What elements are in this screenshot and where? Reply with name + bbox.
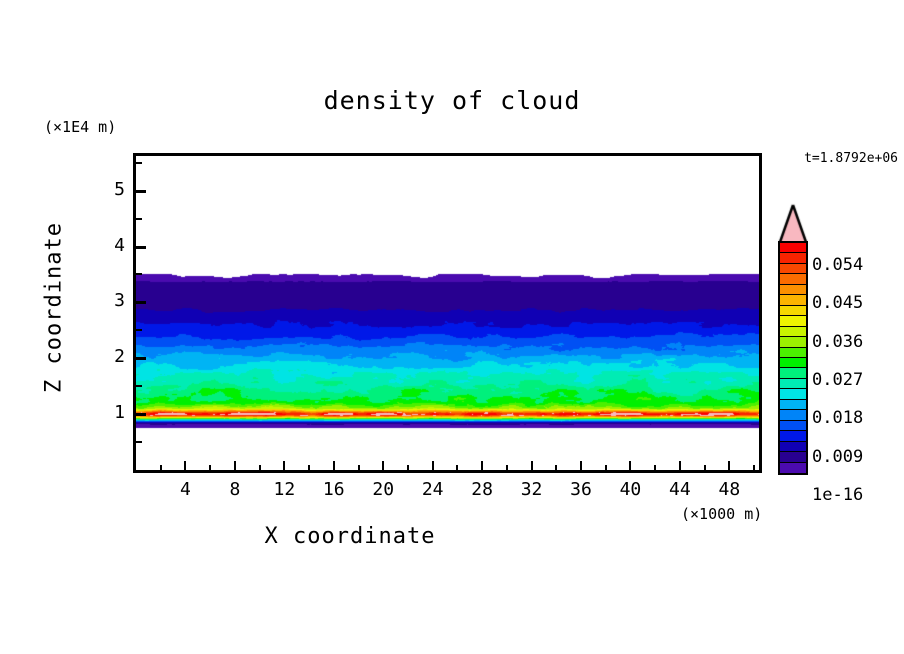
colorbar-band [780, 420, 806, 432]
y-tick-major [136, 245, 146, 249]
chart-title: density of cloud [323, 86, 581, 115]
y-tick-major [136, 413, 146, 417]
y-tick-label: 1 [114, 402, 125, 424]
colorbar-band [780, 410, 806, 421]
x-tick-label: 12 [273, 479, 296, 500]
x-tick-major [431, 461, 434, 470]
x-tick-minor [209, 465, 212, 470]
y-tick-label: 3 [114, 290, 125, 312]
colorbar-band [780, 399, 806, 411]
colorbar-band [780, 431, 806, 442]
x-tick-minor [258, 465, 261, 470]
colorbar-band [780, 243, 806, 254]
x-tick-major [283, 461, 286, 470]
colorbar-band [780, 316, 806, 327]
colorbar-band [780, 452, 806, 463]
x-tick-label: 20 [372, 479, 395, 500]
colorbar-band [780, 357, 806, 369]
colorbar-scale [778, 241, 808, 475]
colorbar-tick-label: 0.009 [812, 446, 864, 467]
x-tick-label: 28 [471, 479, 493, 500]
x-tick-major [530, 461, 533, 470]
x-tick-major [629, 461, 632, 470]
y-tick-minor [136, 217, 142, 220]
x-tick-major [233, 461, 236, 470]
y-tick-minor [136, 161, 142, 164]
x-tick-minor [753, 465, 756, 470]
x-tick-major [580, 461, 582, 470]
x-tick-label: 24 [421, 479, 444, 500]
colorbar-band [780, 441, 806, 453]
x-tick-minor [505, 465, 508, 470]
x-tick-label: 16 [322, 479, 345, 500]
x-tick-minor [159, 465, 162, 470]
colorbar-band [780, 284, 806, 296]
y-tick-minor [136, 441, 142, 444]
x-tick-major [728, 461, 731, 470]
x-tick-minor [406, 465, 409, 470]
x-tick-minor [308, 465, 311, 470]
y-tick-major [136, 189, 146, 193]
y-tick-minor [136, 329, 142, 332]
colorbar-band [780, 378, 806, 390]
y-axis-unit-label: (×1E4 m) [44, 118, 117, 136]
x-tick-major [382, 461, 385, 470]
y-tick-label: 5 [114, 178, 125, 200]
colorbar-band [780, 462, 806, 473]
x-axis-unit-label: (×1000 m) [681, 505, 763, 523]
colorbar-tick-label: 0.054 [812, 255, 864, 275]
colorbar-band [780, 263, 806, 275]
x-tick-label: 32 [520, 479, 543, 500]
x-tick-major [481, 461, 484, 470]
colorbar-band [780, 295, 806, 306]
x-tick-label: 4 [180, 479, 191, 500]
colorbar [778, 203, 808, 475]
x-tick-label: 8 [229, 479, 241, 500]
x-tick-minor [357, 465, 360, 470]
x-tick-major [678, 461, 681, 470]
x-tick-minor [604, 465, 607, 470]
x-tick-label: 36 [570, 479, 592, 500]
colorbar-tick-label: 0.027 [812, 370, 864, 390]
y-tick-label: 4 [114, 234, 125, 256]
colorbar-band [780, 305, 806, 317]
colorbar-over-arrow [778, 203, 808, 243]
colorbar-band [780, 337, 806, 348]
x-tick-minor [555, 465, 558, 470]
colorbar-band [780, 347, 806, 358]
colorbar-tick-label: 0.045 [812, 293, 864, 314]
colorbar-band [780, 253, 806, 264]
x-tick-label: 48 [718, 479, 741, 500]
time-annotation: t=1.8792e+06 [804, 151, 898, 166]
colorbar-tick-label: 0.036 [812, 331, 864, 352]
x-tick-label: 40 [619, 479, 642, 500]
y-tick-minor [136, 385, 142, 388]
colorbar-tick-label: 1e-16 [812, 485, 864, 505]
x-tick-minor [703, 465, 706, 470]
colorbar-band [780, 368, 806, 379]
x-tick-major [184, 461, 187, 470]
y-tick-major [136, 357, 146, 361]
x-axis-label: X coordinate [264, 524, 436, 549]
y-tick-major [136, 301, 146, 305]
colorbar-tick-label: 0.018 [812, 408, 864, 429]
x-tick-minor [456, 465, 459, 470]
x-tick-major [332, 461, 335, 470]
colorbar-band [780, 389, 806, 400]
x-tick-label: 44 [669, 479, 691, 500]
colorbar-band [780, 326, 806, 338]
y-tick-minor [136, 273, 142, 276]
x-tick-minor [654, 465, 657, 470]
contour-field [136, 156, 759, 470]
y-tick-label: 2 [114, 346, 125, 368]
y-axis-label: Z coordinate [41, 222, 67, 393]
colorbar-band [780, 274, 806, 285]
